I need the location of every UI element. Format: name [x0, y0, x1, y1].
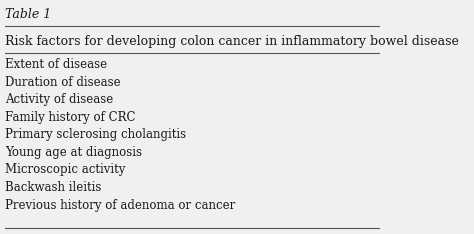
Text: Duration of disease: Duration of disease [5, 76, 121, 89]
Text: Microscopic activity: Microscopic activity [5, 164, 126, 176]
Text: Primary sclerosing cholangitis: Primary sclerosing cholangitis [5, 128, 186, 141]
Text: Family history of CRC: Family history of CRC [5, 111, 136, 124]
Text: Table 1: Table 1 [5, 8, 52, 21]
Text: Previous history of adenoma or cancer: Previous history of adenoma or cancer [5, 199, 236, 212]
Text: Backwash ileitis: Backwash ileitis [5, 181, 101, 194]
Text: Young age at diagnosis: Young age at diagnosis [5, 146, 142, 159]
Text: Activity of disease: Activity of disease [5, 93, 113, 106]
Text: Risk factors for developing colon cancer in inflammatory bowel disease: Risk factors for developing colon cancer… [5, 35, 459, 48]
Text: Extent of disease: Extent of disease [5, 58, 107, 71]
